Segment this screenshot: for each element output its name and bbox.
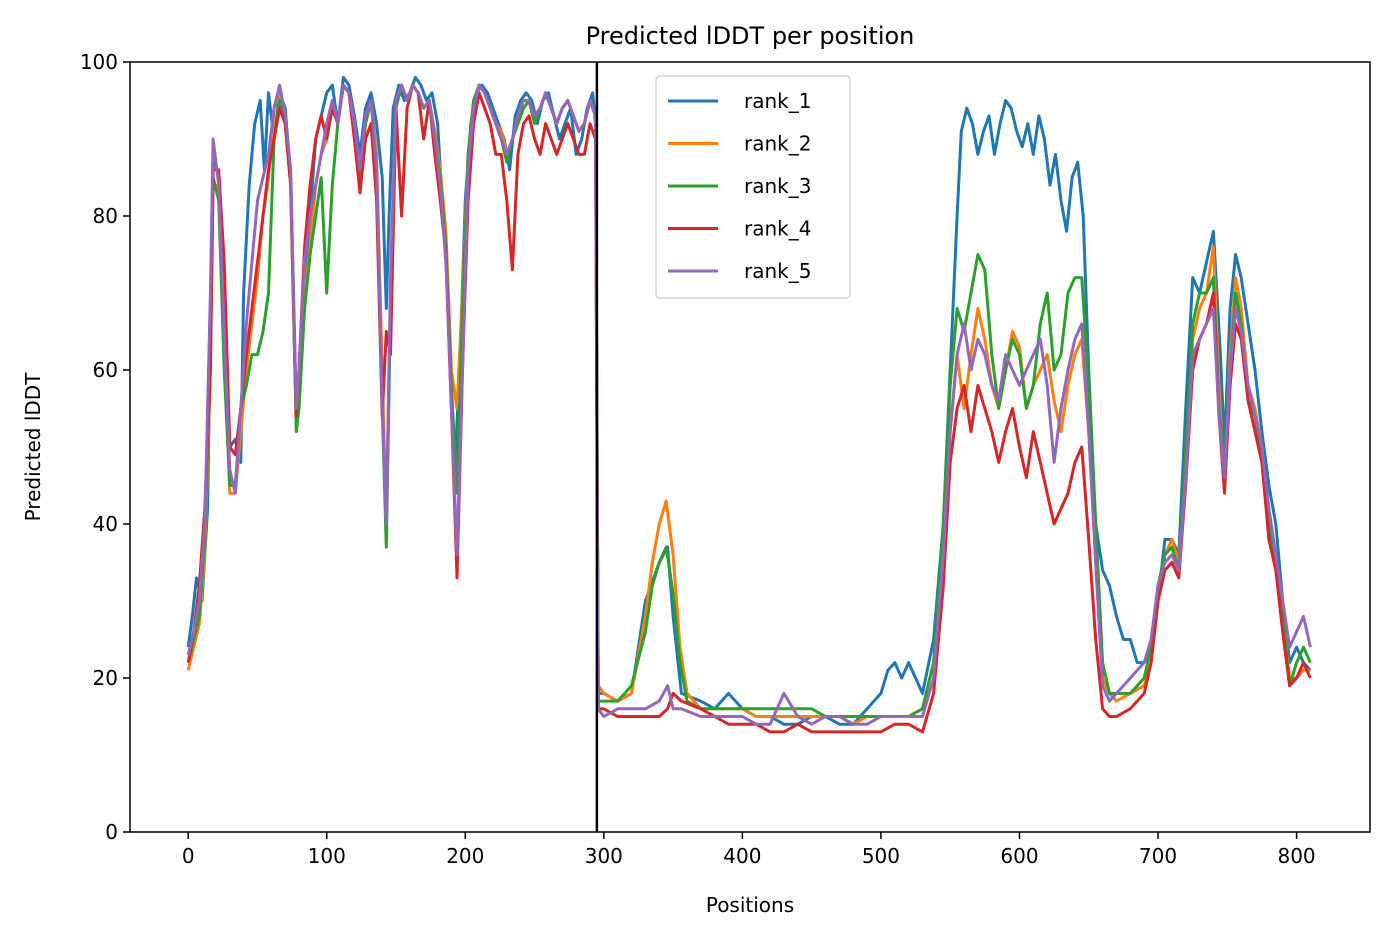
x-tick-label: 400 bbox=[723, 844, 761, 868]
y-tick-label: 20 bbox=[93, 666, 118, 690]
legend-label-rank-3: rank_3 bbox=[744, 174, 811, 198]
series-line-rank-5 bbox=[186, 83, 1312, 726]
y-tick-label: 0 bbox=[105, 820, 118, 844]
y-axis-ticks: 0 20 40 60 80 100 bbox=[80, 50, 130, 844]
x-tick-label: 0 bbox=[182, 844, 195, 868]
legend-label-rank-2: rank_2 bbox=[744, 132, 811, 156]
legend-label-rank-1: rank_1 bbox=[744, 89, 811, 113]
plot-lines bbox=[186, 75, 1312, 734]
plot-frame bbox=[129, 61, 1371, 833]
chart-title: Predicted lDDT per position bbox=[586, 22, 915, 50]
y-tick-label: 40 bbox=[93, 512, 118, 536]
y-tick-label: 60 bbox=[93, 358, 118, 382]
series-line-rank-3 bbox=[186, 83, 1312, 718]
x-tick-label: 100 bbox=[308, 844, 346, 868]
x-tick-label: 500 bbox=[862, 844, 900, 868]
legend: rank_1 rank_2 rank_3 rank_4 rank_5 bbox=[655, 75, 851, 299]
y-tick-label: 100 bbox=[80, 50, 118, 74]
x-tick-label: 700 bbox=[1139, 844, 1177, 868]
y-tick-label: 80 bbox=[93, 204, 118, 228]
x-axis-label: Positions bbox=[706, 893, 794, 917]
x-tick-label: 800 bbox=[1277, 844, 1315, 868]
x-tick-label: 300 bbox=[585, 844, 623, 868]
legend-items: rank_1 rank_2 rank_3 rank_4 rank_5 bbox=[668, 89, 811, 283]
legend-box bbox=[655, 75, 851, 299]
legend-label-rank-5: rank_5 bbox=[744, 259, 811, 283]
legend-label-rank-4: rank_4 bbox=[744, 217, 811, 241]
y-axis-label: Predicted lDDT bbox=[21, 372, 45, 522]
x-tick-label: 200 bbox=[446, 844, 484, 868]
x-tick-label: 600 bbox=[1000, 844, 1038, 868]
x-axis-ticks: 0 100 200 300 400 500 600 700 800 bbox=[182, 832, 1316, 868]
